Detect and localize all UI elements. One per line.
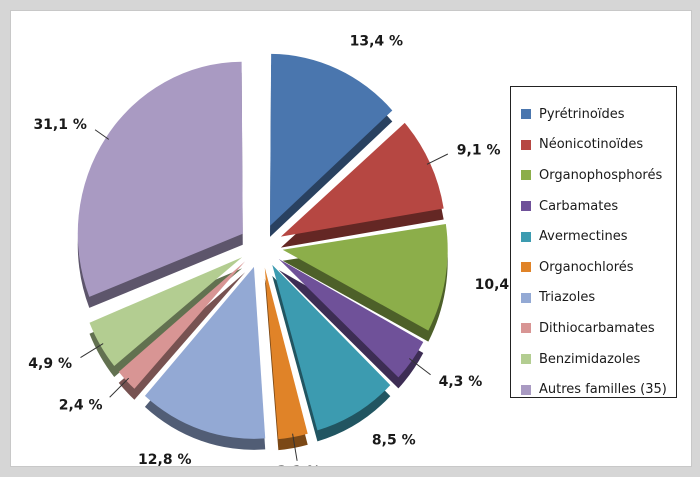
legend-label-avermectines: Avermectines: [539, 229, 628, 245]
data-label-autres-familles-35: 31,1 %: [33, 117, 86, 133]
legend-label-carbamates: Carbamates: [539, 198, 619, 214]
data-label-organochlores: 3,1 %: [277, 464, 321, 466]
legend-item-dithiocarbamates: Dithiocarbamates: [521, 313, 676, 344]
leader-line-carbamates: [408, 358, 431, 376]
slice-organophosphores: [282, 223, 448, 331]
legend-swatch-carbamates: [521, 201, 531, 212]
data-label-avermectines: 8,5 %: [372, 432, 416, 448]
legend-label-autres-familles-35: Autres familles (35): [539, 382, 667, 398]
chart-frame: 13,4 %9,1 %10,4 %4,3 %8,5 %3,1 %12,8 %2,…: [10, 10, 692, 467]
data-label-dithiocarbamates: 2,4 %: [59, 397, 103, 413]
legend-item-pyretrinoides: Pyrétrinoïdes: [521, 99, 676, 130]
legend: Pyrétrinoïdes Néonicotinoïdes Organophosph…: [510, 86, 677, 398]
pie-slices: [77, 53, 448, 440]
data-label-carbamates: 4,3 %: [439, 374, 483, 390]
leader-line-benzimidazoles: [80, 343, 104, 359]
slice-organochlores: [264, 267, 308, 440]
legend-item-autres-familles-35: Autres familles (35): [521, 374, 676, 405]
slice-triazoles: [144, 266, 266, 439]
legend-label-benzimidazoles: Benzimidazoles: [539, 351, 641, 367]
legend-item-benzimidazoles: Benzimidazoles: [521, 344, 676, 375]
legend-swatch-triazoles: [521, 292, 531, 303]
legend-swatch-avermectines: [521, 231, 531, 242]
data-label-neonicotinoides: 9,1 %: [457, 143, 501, 159]
leader-line-autres-familles-35: [94, 129, 110, 140]
legend-swatch-autres-familles-35: [521, 384, 531, 395]
legend-item-neonicotinoides: Néonicotinoïdes: [521, 130, 676, 161]
legend-swatch-organochlores: [521, 262, 531, 273]
legend-label-organochlores: Organochlorés: [539, 259, 634, 275]
data-labels: 13,4 %9,1 %10,4 %4,3 %8,5 %3,1 %12,8 %2,…: [28, 34, 528, 466]
data-label-pyretrinoides: 13,4 %: [350, 34, 403, 50]
leader-line-neonicotinoides: [426, 153, 449, 165]
legend-swatch-organophosphores: [521, 170, 531, 181]
legend-item-avermectines: Avermectines: [521, 221, 676, 252]
pie-chart: 13,4 %9,1 %10,4 %4,3 %8,5 %3,1 %12,8 %2,…: [28, 34, 528, 466]
slice-benzimidazoles: [89, 257, 243, 366]
legend-swatch-neonicotinoides: [521, 139, 531, 150]
slice-pyretrinoides: [269, 53, 393, 226]
slice-neonicotinoides: [280, 122, 444, 237]
legend-label-triazoles: Triazoles: [539, 290, 596, 306]
leader-line-organochlores: [292, 433, 298, 461]
data-label-triazoles: 12,8 %: [138, 452, 191, 466]
legend-swatch-pyretrinoides: [521, 109, 531, 120]
leader-lines: [80, 129, 449, 461]
legend-label-pyretrinoides: Pyrétrinoïdes: [539, 106, 625, 122]
slice-dithiocarbamates: [118, 261, 246, 389]
legend-swatch-dithiocarbamates: [521, 323, 531, 334]
leader-line-dithiocarbamates: [109, 377, 130, 398]
legend-label-organophosphores: Organophosphorés: [539, 167, 663, 183]
data-label-benzimidazoles: 4,9 %: [28, 356, 72, 372]
legend-item-triazoles: Triazoles: [521, 283, 676, 314]
slice-autres-familles-35: [77, 61, 243, 297]
legend-swatch-benzimidazoles: [521, 354, 531, 365]
slice-carbamates: [278, 258, 424, 378]
legend-item-organochlores: Organochlorés: [521, 252, 676, 283]
legend-item-carbamates: Carbamates: [521, 191, 676, 222]
legend-label-dithiocarbamates: Dithiocarbamates: [539, 320, 655, 336]
slice-avermectines: [272, 264, 391, 431]
legend-item-organophosphores: Organophosphorés: [521, 160, 676, 191]
legend-label-neonicotinoides: Néonicotinoïdes: [539, 137, 644, 153]
